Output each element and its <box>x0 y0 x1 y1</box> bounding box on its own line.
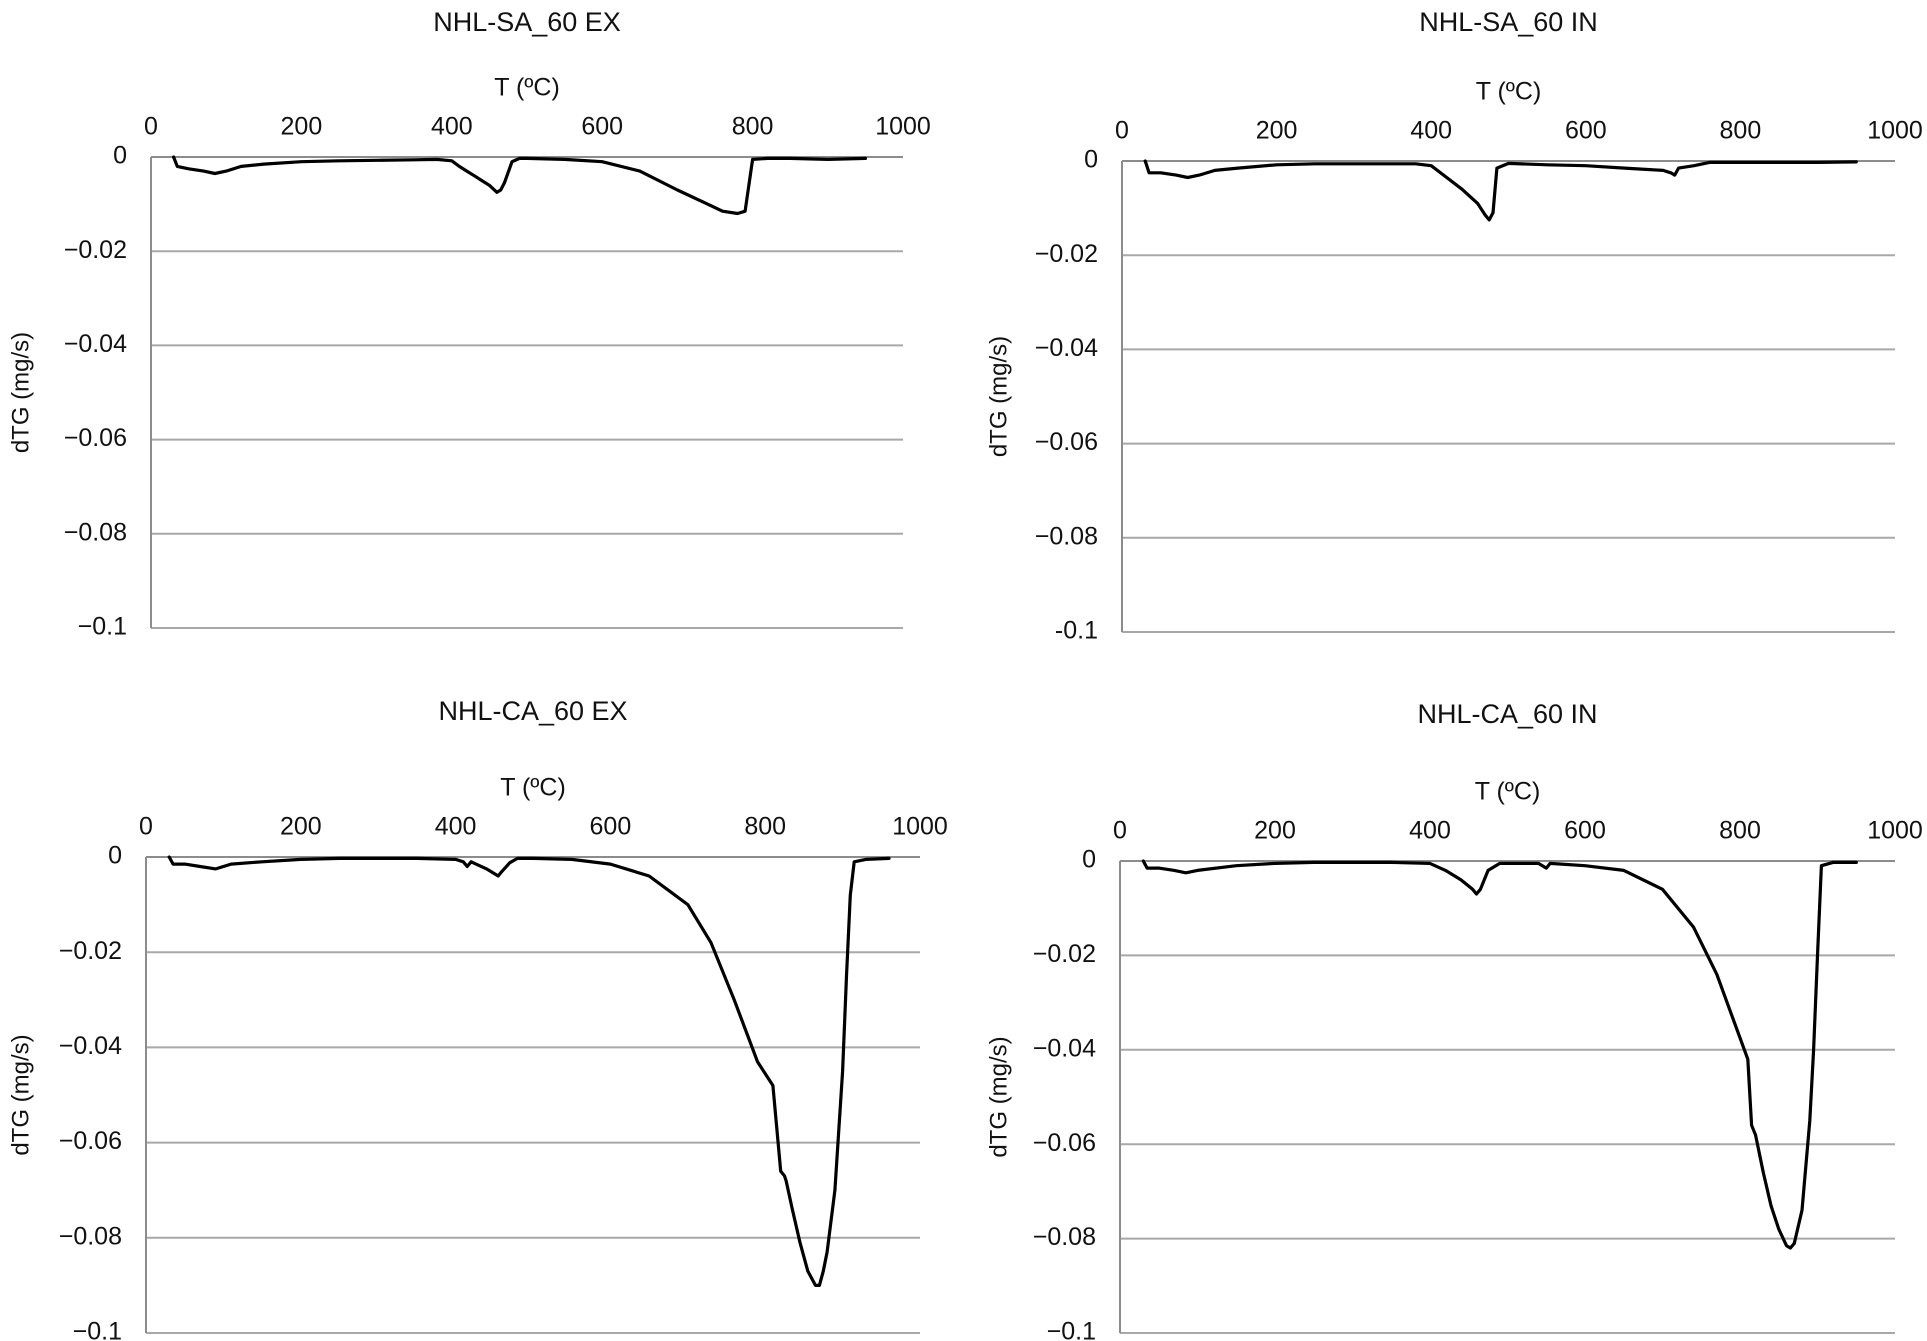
x-tick-label: 1000 <box>1867 817 1923 845</box>
x-tick-label: 0 <box>1115 117 1129 145</box>
dtg-curve <box>1143 159 1858 222</box>
y-tick-label: 0 <box>1082 846 1096 874</box>
x-tick-label: 200 <box>281 113 323 141</box>
chart-title: NHL-CA_60 IN <box>1417 699 1597 729</box>
y-axis-label: dTG (mg/s) <box>7 332 34 453</box>
dtg-curve <box>167 855 891 1288</box>
x-tick-label: 0 <box>139 813 153 841</box>
x-tick-label: 400 <box>1410 117 1452 145</box>
x-tick-label: 400 <box>435 813 477 841</box>
y-tick-label: −0.02 <box>59 937 122 965</box>
y-tick-label: −0.04 <box>59 1032 122 1060</box>
y-tick-label: −0.08 <box>1035 522 1098 550</box>
y-tick-label: −0.1 <box>73 1318 122 1341</box>
y-tick-label: -0.1 <box>1055 617 1098 645</box>
x-tick-label: 400 <box>431 113 473 141</box>
x-tick-label: 600 <box>581 113 623 141</box>
y-tick-label: −0.02 <box>64 236 127 264</box>
x-tick-label: 600 <box>1564 817 1606 845</box>
x-tick-label: 200 <box>1256 117 1298 145</box>
x-axis-label: T (ºC) <box>1476 78 1542 106</box>
y-tick-label: 0 <box>108 842 122 870</box>
y-tick-label: 0 <box>1084 146 1098 174</box>
x-tick-label: 800 <box>1720 117 1762 145</box>
y-axis-label: dTG (mg/s) <box>985 336 1012 457</box>
y-tick-label: −0.06 <box>1035 428 1098 456</box>
y-tick-label: −0.1 <box>1047 1318 1096 1341</box>
y-tick-label: −0.08 <box>1033 1223 1096 1251</box>
x-tick-label: 200 <box>1254 817 1296 845</box>
x-tick-label: 800 <box>744 813 786 841</box>
x-tick-label: 600 <box>1565 117 1607 145</box>
x-tick-label: 1000 <box>892 813 948 841</box>
y-axis-label: dTG (mg/s) <box>985 1036 1012 1157</box>
x-tick-label: 0 <box>1113 817 1127 845</box>
y-tick-label: −0.06 <box>1033 1129 1096 1157</box>
x-tick-label: 400 <box>1409 817 1451 845</box>
x-axis-label: T (ºC) <box>1475 778 1541 806</box>
x-tick-label: 1000 <box>1867 117 1923 145</box>
y-tick-label: −0.04 <box>64 330 127 358</box>
x-axis-label: T (ºC) <box>500 774 566 802</box>
x-tick-label: 600 <box>590 813 632 841</box>
y-tick-label: −0.08 <box>59 1222 122 1250</box>
x-tick-label: 1000 <box>875 113 931 141</box>
chart-title: NHL-CA_60 EX <box>438 696 627 726</box>
y-tick-label: −0.06 <box>59 1127 122 1155</box>
x-tick-label: 800 <box>732 113 774 141</box>
y-tick-label: −0.02 <box>1033 940 1096 968</box>
x-tick-label: 200 <box>280 813 322 841</box>
y-tick-label: 0 <box>113 142 127 170</box>
x-tick-label: 0 <box>144 113 158 141</box>
y-axis-label: dTG (mg/s) <box>7 1034 34 1155</box>
y-tick-label: −0.02 <box>1035 240 1098 268</box>
x-tick-label: 800 <box>1719 817 1761 845</box>
x-axis-label: T (ºC) <box>494 74 560 102</box>
dtg-curve <box>1141 859 1858 1250</box>
y-tick-label: −0.06 <box>64 424 127 452</box>
y-tick-label: −0.1 <box>78 613 127 641</box>
y-tick-label: −0.04 <box>1035 334 1098 362</box>
y-tick-label: −0.08 <box>64 518 127 546</box>
chart-title: NHL-SA_60 IN <box>1419 7 1598 37</box>
chart-title: NHL-SA_60 EX <box>433 7 621 37</box>
dtg-curve <box>172 155 868 216</box>
y-tick-label: −0.04 <box>1033 1034 1096 1062</box>
